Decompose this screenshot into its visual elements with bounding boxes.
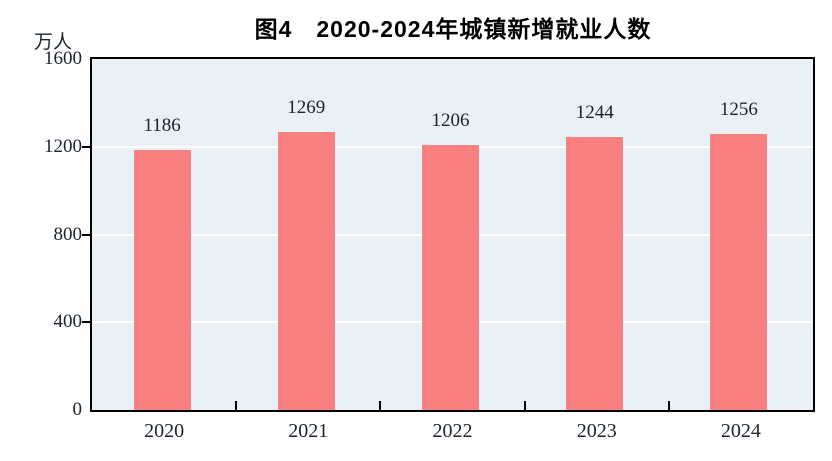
x-tick-label: 2023	[576, 420, 617, 442]
bar-value-label: 1269	[287, 96, 326, 118]
bar	[277, 131, 335, 410]
y-tick-mark	[82, 321, 90, 324]
y-tick-label: 1200	[44, 135, 82, 157]
bar	[133, 149, 191, 410]
y-tick-label: 800	[53, 223, 83, 245]
x-tick-mark	[667, 401, 670, 410]
y-tick-label: 400	[53, 311, 83, 333]
y-tick-mark	[82, 233, 90, 236]
bar	[422, 145, 479, 410]
plot-area: 1186 1269 1206 1244 1256	[90, 57, 815, 412]
x-tick-label: 2024	[720, 420, 761, 442]
x-tick-label: 2022	[432, 420, 473, 442]
bar-value-label: 1256	[719, 99, 758, 121]
bar	[566, 137, 624, 410]
x-tick-mark	[379, 401, 382, 410]
x-tick-mark	[235, 401, 238, 410]
bar-value-label: 1206	[431, 110, 470, 132]
y-tick-label: 0	[72, 399, 83, 420]
bar-value-label: 1186	[143, 114, 181, 136]
x-tick-label: 2021	[288, 420, 329, 442]
y-tick-label: 1600	[44, 48, 82, 69]
bar	[710, 134, 768, 410]
chart-title: 图4 2020-2024年城镇新增就业人数	[254, 16, 652, 42]
y-axis-unit-label: 万人	[34, 32, 73, 53]
x-tick-label: 2020	[144, 420, 185, 442]
bar-value-label: 1244	[575, 102, 614, 124]
x-tick-mark	[523, 401, 526, 410]
y-tick-mark	[82, 145, 90, 148]
